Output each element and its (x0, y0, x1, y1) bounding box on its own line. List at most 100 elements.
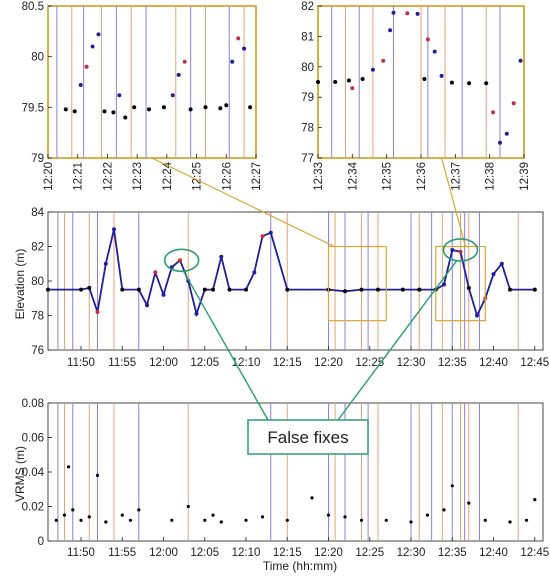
vrms-ytick-label: 0.02 (22, 502, 44, 514)
zoom-left-xtick-label: 12:23 (132, 162, 144, 191)
zoom-left-data-point (111, 110, 116, 115)
zoom-right-xtick-label: 12:37 (450, 162, 462, 191)
zoom-right-data-point (391, 10, 396, 15)
elevation-data-point (120, 287, 125, 292)
vrms-data-point (120, 513, 124, 517)
zoom-left-data-point (236, 36, 241, 41)
zoom-left-xtick-label: 12:27 (251, 162, 263, 191)
elevation-xtick-label: 12:45 (520, 357, 549, 369)
elevation-data-point (211, 287, 215, 292)
zoom-right-data-point (360, 77, 365, 81)
zoom-left-ytick-label: 80 (31, 52, 44, 64)
vrms-xtick-label: 12:20 (314, 547, 343, 559)
vrms-data-point (310, 496, 314, 500)
vrms-data-point (467, 501, 471, 505)
vrms-data-point (79, 518, 83, 522)
vrms-data-point (508, 520, 512, 524)
zoom-left-xtick-label: 12:25 (192, 162, 204, 191)
elevation-xtick-label: 12:35 (438, 357, 467, 369)
vrms-data-point (137, 508, 141, 512)
false-fix-ring-left (163, 248, 200, 273)
callout-arrow-right (337, 260, 458, 421)
elevation-xtick-label: 12:10 (232, 357, 261, 369)
zoom-right-data-point (449, 80, 454, 85)
zoom-left-data-point (63, 107, 68, 112)
zoom-right-xtick-label: 12:38 (485, 162, 497, 191)
zoom-left-data-point (132, 105, 137, 110)
elevation-data-point (46, 287, 50, 292)
elevation-data-point (178, 258, 182, 263)
zoom-right-xtick-label: 12:39 (519, 162, 531, 191)
zoom-right-data-point (439, 73, 444, 78)
vrms-xtick-label: 12:30 (397, 547, 426, 559)
zoom-left-xtick-label: 12:22 (102, 162, 114, 191)
zoom-right-data-point (498, 140, 502, 145)
elevation-data-point (343, 289, 347, 294)
zoom-right-data-point (518, 58, 523, 63)
vrms-xtick-label: 12:10 (232, 547, 261, 559)
zoom-right-data-point (415, 11, 420, 16)
zoom-left-data-point (182, 59, 187, 64)
elevation-xtick-label: 12:05 (190, 357, 219, 369)
elevation-data-point (376, 287, 380, 292)
zoom-left-data-point (72, 109, 77, 114)
elevation-xtick-label: 12:40 (479, 357, 508, 369)
zoom-right-ytick-label: 78 (301, 123, 314, 135)
zoom-left-data-point (147, 107, 151, 112)
zoom-left-data-point (170, 93, 175, 98)
elevation-ytick-label: 80 (31, 276, 44, 288)
elevation-data-point (359, 287, 364, 292)
vrms-data-point (533, 498, 537, 502)
zoom-left-data-point (78, 83, 83, 87)
elevation-ytick-label: 78 (31, 311, 44, 323)
elevation-data-point (161, 292, 166, 297)
false-fix-ring-right (442, 238, 479, 262)
elevation-panel: 76 78 80 82 84 11:50 11:55 12:00 12:05 12:10 12:15… (31, 207, 549, 369)
vrms-data-point (442, 508, 446, 512)
elevation-data-point (252, 270, 257, 275)
vrms-ytick-label: 0 (38, 536, 44, 548)
zoom-right-xtick-label: 12:33 (313, 162, 325, 191)
zoom-right-data-point (491, 110, 496, 115)
elevation-xtick-label: 12:00 (149, 357, 178, 369)
zoom-left-data-point (90, 44, 95, 49)
zoom-right-data-point (422, 77, 427, 81)
elevation-ytick-label: 82 (31, 242, 44, 254)
annotations (151, 157, 486, 421)
zoom-right-xtick-label: 12:35 (382, 162, 394, 191)
vrms-ylabel: VRMS (m) (13, 446, 27, 502)
callout-box (247, 419, 369, 455)
time-xlabel: Time (hh:mm) (263, 559, 337, 573)
zoom-right-ytick-label: 77 (301, 153, 314, 165)
vrms-data-point (219, 520, 223, 524)
elevation-data-point (219, 254, 224, 259)
zoom-left-data-point (188, 107, 193, 112)
vrms-data-point (67, 465, 71, 469)
vrms-data-point (359, 518, 364, 522)
zoom-right-data-point (316, 80, 320, 84)
vrms-xtick-label: 12:00 (149, 547, 178, 559)
elevation-data-point (260, 234, 265, 239)
vrms-data-point (244, 518, 248, 522)
elevation-ylabel: Elevation (m) (13, 249, 27, 320)
vrms-data-point (285, 518, 289, 522)
vrms-data-point (450, 484, 454, 488)
elevation-ytick-label: 84 (31, 207, 44, 219)
elevation-data-point (285, 287, 290, 292)
zoom-left-data-point (242, 46, 247, 51)
elevation-data-point (417, 287, 422, 292)
zoom-right-data-point (405, 11, 410, 16)
elevation-data-point (532, 287, 537, 292)
vrms-data-point (62, 513, 67, 517)
vrms-data-point (483, 518, 487, 522)
elevation-ytick-label: 76 (31, 345, 44, 357)
zoom-left-data-point (230, 59, 235, 64)
zoom-left-xtick-label: 12:24 (162, 161, 174, 190)
elevation-data-point (499, 261, 504, 266)
vrms-data-point (87, 515, 91, 519)
zoom-right-data-point (333, 80, 338, 84)
zoom-right-data-point (388, 28, 393, 33)
elevation-xtick-label: 12:15 (273, 357, 302, 369)
vrms-xtick-label: 12:15 (273, 547, 302, 559)
